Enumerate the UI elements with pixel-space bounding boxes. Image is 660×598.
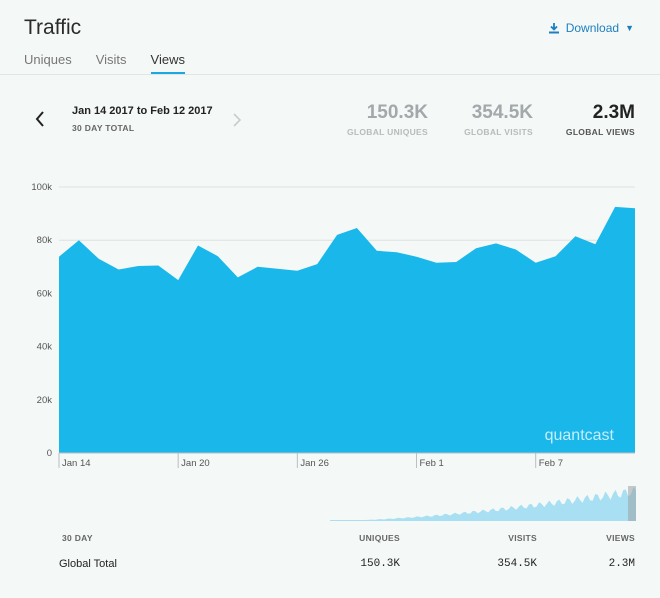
overview-selection-handle[interactable]: [628, 486, 636, 521]
quantcast-watermark: quantcast: [545, 427, 615, 444]
stat-views-value: 2.3M: [592, 102, 635, 123]
stat-uniques-value: 150.3K: [366, 102, 428, 123]
page-title: Traffic: [24, 16, 82, 39]
tab-uniques[interactable]: Uniques: [24, 52, 72, 67]
stat-visits-value: 354.5K: [471, 102, 533, 123]
x-tick-label: Feb 7: [539, 458, 563, 469]
views-area: [59, 206, 635, 453]
tab-visits[interactable]: Visits: [95, 52, 127, 67]
stat-views-label: GLOBAL VIEWS: [565, 127, 635, 137]
y-tick-label: 100k: [31, 182, 52, 193]
table-header-period: 30 DAY: [62, 533, 93, 543]
chevron-right-icon[interactable]: [232, 112, 242, 128]
caret-down-icon: ▼: [625, 23, 634, 33]
y-tick-label: 80k: [37, 235, 53, 246]
table-cell-visits: 354.5K: [497, 558, 537, 570]
overview-navigator[interactable]: [330, 486, 636, 521]
stat-uniques-label: GLOBAL UNIQUES: [346, 127, 428, 137]
y-tick-label: 40k: [37, 342, 53, 353]
tab-views[interactable]: Views: [150, 52, 185, 74]
y-tick-label: 0: [47, 448, 52, 459]
y-tick-label: 20k: [37, 395, 53, 406]
overview-area: [330, 486, 636, 521]
header-divider: [0, 74, 660, 75]
table-header-uniques: UNIQUES: [359, 533, 400, 543]
x-tick-label: Jan 20: [181, 458, 210, 469]
table-header-visits: VISITS: [508, 533, 537, 543]
stat-visits[interactable]: 354.5K GLOBAL VISITS: [464, 102, 533, 137]
download-button[interactable]: Download ▼: [548, 21, 634, 35]
stat-visits-label: GLOBAL VISITS: [464, 127, 533, 137]
date-range: Jan 14 2017 to Feb 12 2017: [72, 105, 213, 117]
table-cell-views: 2.3M: [608, 558, 635, 570]
table-cell-uniques: 150.3K: [360, 558, 400, 570]
x-tick-label: Jan 26: [300, 458, 329, 469]
download-icon: [548, 23, 559, 34]
table-row-label: Global Total: [59, 558, 117, 570]
stat-views[interactable]: 2.3M GLOBAL VIEWS: [566, 102, 635, 137]
table-header-views: VIEWS: [606, 533, 635, 543]
y-tick-label: 60k: [37, 288, 53, 299]
tab-bar: Uniques Visits Views: [24, 52, 209, 74]
views-area-chart: quantcast 0 20k 40k 60k 80k 100k Jan 14 Jan 20…: [31, 182, 636, 521]
stat-uniques[interactable]: 150.3K GLOBAL UNIQUES: [347, 102, 428, 137]
chevron-left-icon[interactable]: [34, 110, 46, 128]
x-tick-label: Feb 1: [420, 458, 444, 469]
download-label: Download: [565, 21, 620, 35]
date-range-subtitle: 30 DAY TOTAL: [72, 123, 135, 133]
x-tick-label: Jan 14: [62, 458, 91, 469]
